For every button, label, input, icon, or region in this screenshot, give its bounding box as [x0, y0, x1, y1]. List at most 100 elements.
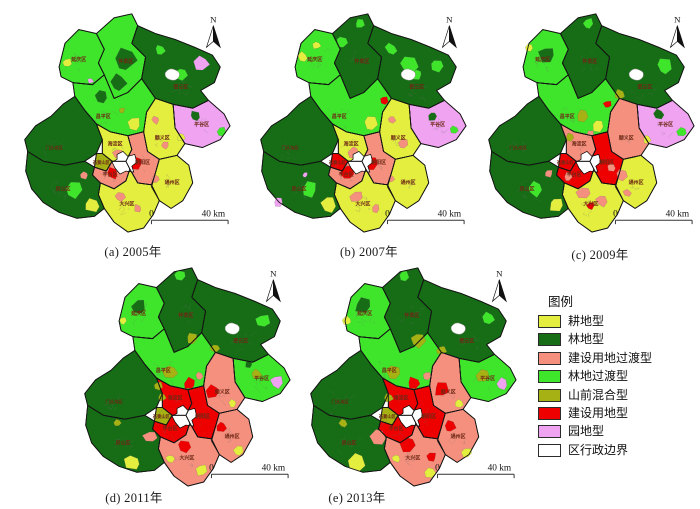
north-needle-left — [441, 25, 450, 49]
legend-item-forest: 林地型 — [538, 333, 668, 347]
patch-constr — [426, 452, 436, 462]
district-label-daxing: 大兴区 — [179, 454, 194, 461]
legend-item-orchard: 园地型 — [538, 425, 668, 439]
district-label-huairou: 怀柔区 — [582, 58, 597, 65]
legend-swatch-ftrans — [538, 370, 561, 384]
patch-ftrans — [302, 180, 316, 198]
north-arrow: N — [205, 15, 221, 49]
district-label-shijingshan: 石景山区 — [92, 159, 111, 166]
patch-forest — [94, 90, 107, 104]
scale-zero-label: 0 — [613, 209, 618, 219]
patch-crop — [232, 445, 244, 456]
north-label: N — [446, 15, 453, 25]
district-label-fengtai: 丰台区 — [567, 171, 582, 178]
patch-ftrans — [384, 42, 398, 55]
district-label-miyun: 密云区 — [637, 84, 652, 91]
district-label-fengtai: 丰台区 — [389, 425, 404, 432]
landuse-patches — [525, 17, 687, 212]
district-boundaries — [24, 13, 231, 233]
north-label: N — [270, 269, 277, 279]
district-label-fengtai: 丰台区 — [103, 171, 118, 178]
district-label-daxing: 大兴区 — [355, 200, 370, 207]
patch-constr — [380, 96, 389, 105]
township-boundaries — [104, 299, 267, 469]
patch-ftrans — [582, 17, 594, 29]
north-needle-left — [669, 25, 678, 49]
district-label-shijingshan: 石景山区 — [328, 159, 347, 166]
patch-mixed — [385, 365, 401, 380]
patch-orchard — [193, 55, 211, 71]
district-label-haidian: 海淀区 — [344, 141, 359, 148]
district-label-miyun: 密云区 — [233, 338, 248, 345]
district-label-fangshan: 房山区 — [342, 440, 357, 447]
patch-constr — [602, 100, 612, 108]
legend-items: 耕地型 林地型 建设用地过渡型 林地过渡型 山前混合型 建设用地型 园地型 区行政边界 — [538, 314, 668, 457]
district-label-chaoyang: 朝阳区 — [195, 413, 210, 420]
patch-orchard — [87, 78, 94, 84]
patch-ctrans — [372, 204, 380, 214]
north-needle-right — [677, 25, 685, 49]
north-arrow: N — [441, 15, 457, 49]
district-label-pinggu: 平谷区 — [430, 121, 445, 128]
patch-ctrans — [80, 171, 88, 180]
scale-bar: 0 40 km — [435, 463, 515, 479]
scale-distance-label: 40 km — [488, 463, 512, 473]
patch-mixed — [566, 132, 574, 142]
patch-ctrans — [564, 171, 573, 181]
caption-2005: (a) 2005年 — [104, 245, 162, 259]
district-label-chaoyang: 朝阳区 — [371, 159, 386, 166]
district-label-shijingshan: 石景山区 — [556, 159, 575, 166]
patch-forest — [653, 108, 665, 120]
patch-ftrans — [155, 44, 166, 55]
patch-ftrans — [431, 60, 444, 73]
legend-item-constr: 建设用地型 — [538, 406, 668, 420]
patch-constr — [585, 202, 595, 210]
patch-crop — [62, 58, 72, 67]
district-label-daxing: 大兴区 — [583, 200, 598, 207]
patch-ftrans — [336, 36, 349, 48]
patch-ctrans — [134, 203, 141, 213]
patch-mixed — [118, 107, 125, 114]
district-label-miyun: 密云区 — [173, 84, 188, 91]
patch-mixed — [251, 368, 263, 379]
patch-crop — [460, 448, 472, 458]
landuse-patches — [113, 270, 283, 476]
patch-crop — [364, 116, 379, 131]
patch-crop — [341, 315, 352, 325]
north-arrow: N — [491, 269, 507, 303]
patch-crop — [320, 197, 336, 214]
district-label-tongzhou: 通州区 — [225, 433, 240, 440]
district-fills — [84, 267, 291, 487]
district-label-changping: 昌平区 — [382, 367, 397, 374]
patch-crop — [127, 117, 140, 131]
scale-bar: 0 40 km — [613, 209, 693, 225]
district-label-shunyi: 顺义区 — [391, 135, 406, 142]
district-label-pinggu: 平谷区 — [194, 121, 209, 128]
patch-ctrans — [142, 431, 158, 442]
patch-constr — [408, 376, 421, 389]
patch-ctrans — [422, 372, 432, 381]
north-label: N — [674, 15, 681, 25]
patch-forest — [131, 299, 145, 314]
district-label-shunyi: 顺义区 — [619, 135, 634, 142]
north-needle-right — [449, 25, 457, 49]
district-label-shunyi: 顺义区 — [441, 389, 456, 396]
north-needle-right — [213, 25, 221, 49]
district-label-fangshan: 房山区 — [520, 186, 535, 193]
district-label-tongzhou: 通州区 — [451, 433, 466, 440]
patch-crop — [123, 455, 140, 470]
district-label-daxing: 大兴区 — [405, 454, 420, 461]
district-label-yanqing: 延庆区 — [534, 56, 550, 63]
district-label-yanqing: 延庆区 — [356, 310, 372, 317]
scale-bar-line — [614, 219, 693, 225]
patch-ftrans — [657, 58, 672, 75]
district-label-fangshan: 房山区 — [56, 186, 71, 193]
district-label-fengtai: 丰台区 — [163, 425, 178, 432]
patch-ctrans — [161, 141, 169, 150]
district-label-yanqing: 延庆区 — [130, 310, 146, 317]
patch-crop — [195, 464, 208, 476]
legend-swatch-boundary — [538, 443, 561, 457]
